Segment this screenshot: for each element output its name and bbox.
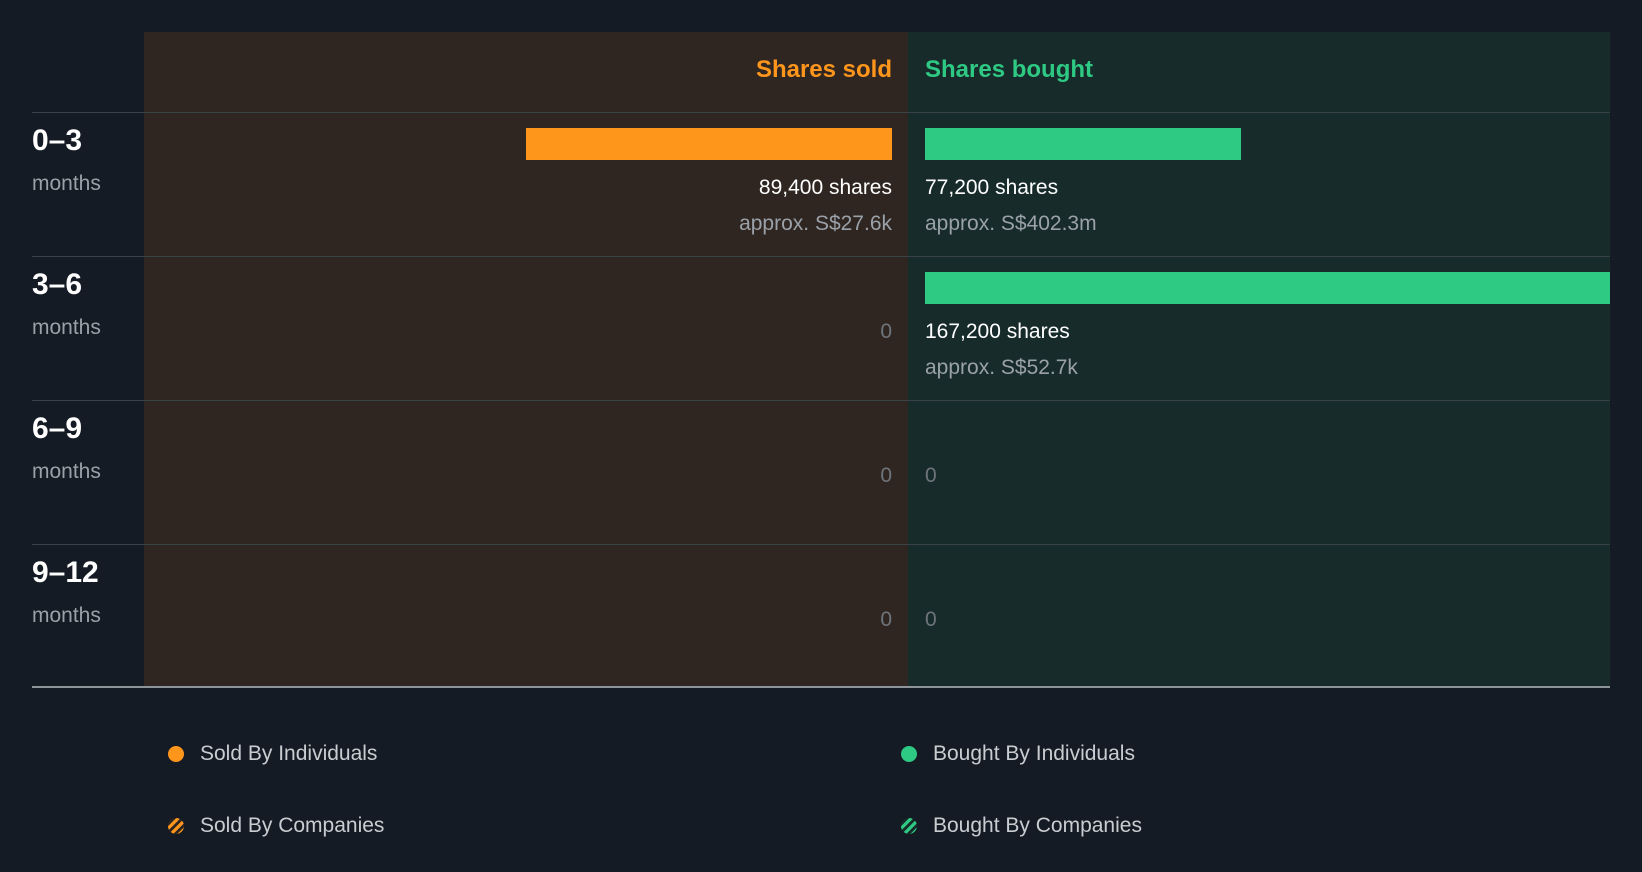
- period-unit: months: [32, 316, 101, 339]
- shares-bought-header: Shares bought: [925, 56, 1094, 83]
- period-label: 3–6: [32, 268, 83, 301]
- bought-individuals-dot-icon: [901, 746, 917, 762]
- period-label: 9–12: [32, 556, 99, 589]
- bought-shares-value: 0: [925, 464, 937, 487]
- legend-bought-companies[interactable]: Bought By Companies: [901, 814, 1142, 838]
- row-divider: [32, 256, 1610, 257]
- shares-sold-header: Shares sold: [755, 56, 892, 83]
- sold-individuals-dot-icon: [168, 746, 184, 762]
- bought-bar: [925, 128, 1241, 160]
- legend-label: Sold By Individuals: [200, 742, 378, 765]
- bought-approx-value: approx. S$52.7k: [925, 356, 1078, 379]
- legend-sold-individuals[interactable]: Sold By Individuals: [168, 742, 377, 766]
- bought-companies-striped-dot-icon: [901, 818, 917, 834]
- bought-shares-value: 167,200 shares: [925, 320, 1070, 343]
- period-unit: months: [32, 604, 101, 627]
- legend-label: Bought By Individuals: [933, 742, 1135, 765]
- sold-shares-value: 0: [880, 608, 892, 631]
- sold-shares-value: 0: [880, 320, 892, 343]
- period-unit: months: [32, 460, 101, 483]
- legend-label: Bought By Companies: [933, 814, 1142, 837]
- period-label: 0–3: [32, 124, 83, 157]
- row-divider: [32, 400, 1610, 401]
- sold-shares-value: 89,400 shares: [758, 176, 892, 199]
- sold-companies-striped-dot-icon: [168, 818, 184, 834]
- bought-shares-value: 0: [925, 608, 937, 631]
- legend-bought-individuals[interactable]: Bought By Individuals: [901, 742, 1135, 766]
- baseline-axis: [32, 686, 1610, 688]
- sold-shares-value: 0: [880, 464, 892, 487]
- legend-label: Sold By Companies: [200, 814, 385, 837]
- period-unit: months: [32, 172, 101, 195]
- bought-shares-value: 77,200 shares: [925, 176, 1059, 199]
- row-divider: [32, 112, 1610, 113]
- legend-sold-companies[interactable]: Sold By Companies: [168, 814, 384, 838]
- sold-approx-value: approx. S$27.6k: [739, 212, 892, 235]
- period-label: 6–9: [32, 412, 83, 445]
- sold-bar: [526, 128, 892, 160]
- row-divider: [32, 544, 1610, 545]
- bought-approx-value: approx. S$402.3m: [925, 212, 1097, 235]
- bought-bar: [925, 272, 1610, 304]
